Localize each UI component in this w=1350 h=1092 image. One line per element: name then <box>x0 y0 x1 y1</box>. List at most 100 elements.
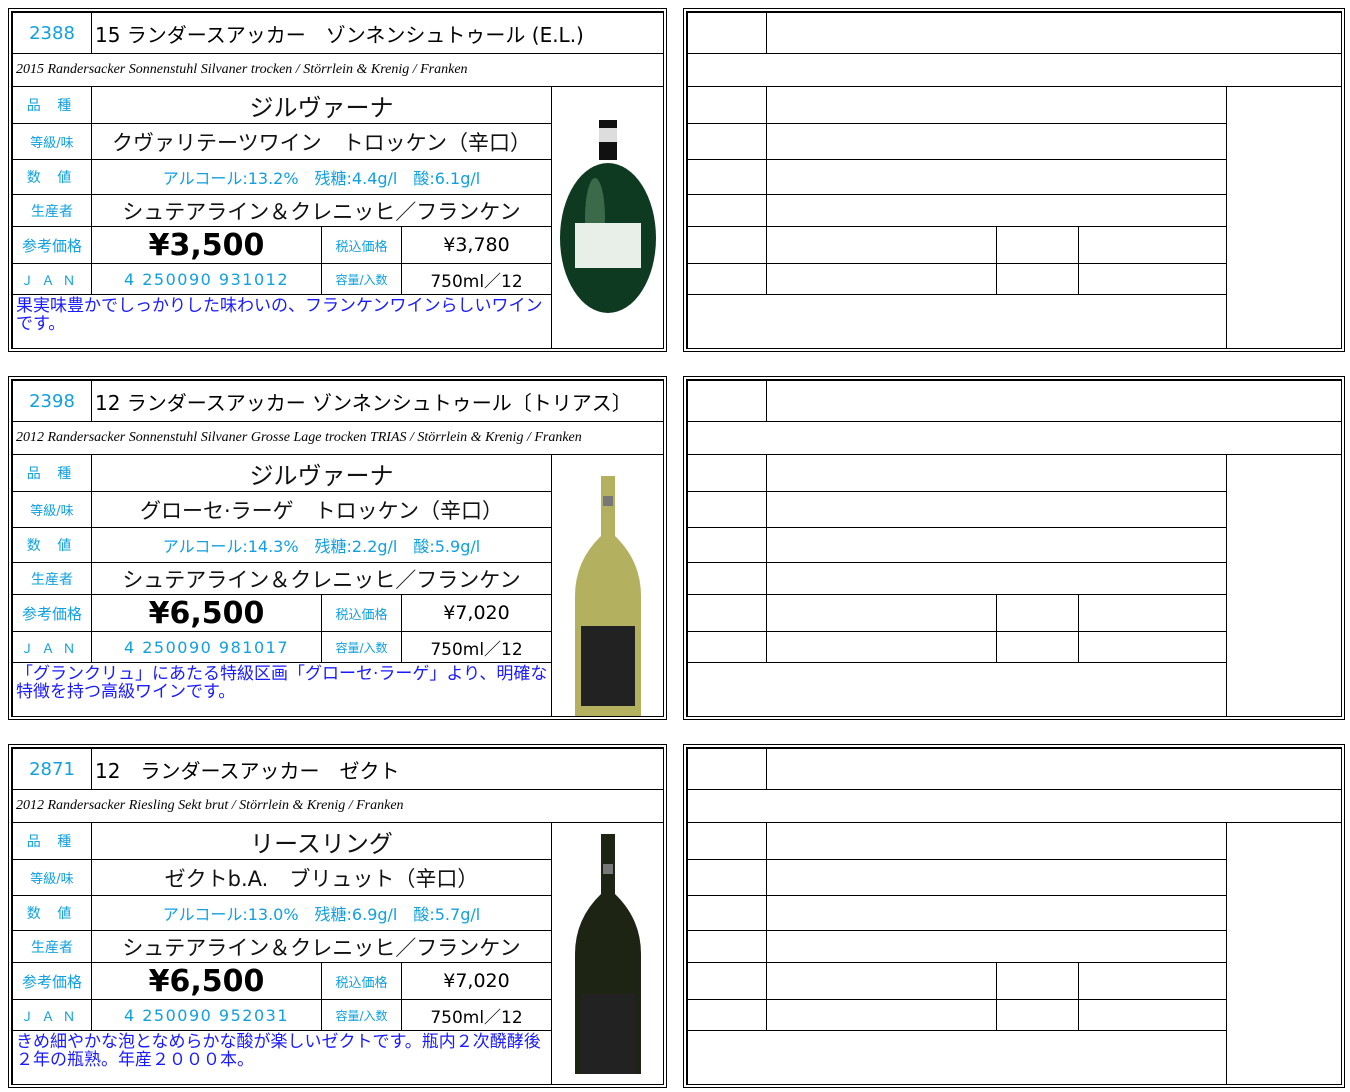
row-label: 生産者 <box>12 930 92 963</box>
price: ¥3,500 <box>91 226 322 264</box>
row-value: グローセ·ラーゲ トロッケン（辛口） <box>91 491 552 528</box>
blank-cell <box>766 226 997 264</box>
blank-cell <box>687 962 767 1000</box>
blank-cell <box>766 159 1227 195</box>
row-label: 品 種 <box>12 86 92 124</box>
blank-cell <box>766 527 1227 563</box>
tax-label: 税込価格 <box>321 962 402 1000</box>
jan: 4 250090 981017 <box>91 631 322 663</box>
blank-cell <box>1078 594 1227 632</box>
blank-cell <box>687 86 767 124</box>
blank-cell <box>1078 263 1227 295</box>
blank-cell <box>687 491 767 528</box>
jan-label: ＪＡＮ <box>12 631 92 663</box>
bottle <box>559 119 656 313</box>
bottle-image <box>551 86 664 349</box>
blank-cell <box>687 294 1227 349</box>
blank-cell <box>1078 962 1227 1000</box>
blank-card <box>683 376 1345 720</box>
row-value: アルコール:14.3% 残糖:2.2g/l 酸:5.9g/l <box>91 527 552 563</box>
row-value: ジルヴァーナ <box>91 86 552 124</box>
blank-cell <box>1078 631 1227 663</box>
blank-cell <box>687 53 1342 87</box>
blank-cell <box>687 123 767 160</box>
row-value: ジルヴァーナ <box>91 454 552 492</box>
bottle <box>574 833 641 1074</box>
volume: 750ml／12 <box>401 263 552 295</box>
row-value: クヴァリテーツワイン トロッケン（辛口） <box>91 123 552 160</box>
jan: 4 250090 952031 <box>91 999 322 1031</box>
blank-cell <box>687 822 767 860</box>
blank-cell <box>766 895 1227 931</box>
price-label: 参考価格 <box>12 226 92 264</box>
blank-cell <box>687 454 767 492</box>
row-label: 生産者 <box>12 562 92 595</box>
name: 12 ランダースアッカー ゾンネンシュトゥール〔トリアス〕 <box>91 380 664 422</box>
bottle-image <box>551 454 664 717</box>
wine-card: 2871 12 ランダースアッカー ゼクト 2012 Randersacker Ri… <box>8 744 667 1088</box>
description: 果実味豊かでしっかりした味わいの、フランケンワインらしいワインです。 <box>12 294 552 349</box>
row-value: シュテアライン＆クレニッヒ／フランケン <box>91 562 552 595</box>
blank-cell <box>687 999 767 1031</box>
blank-cell <box>996 631 1079 663</box>
volume: 750ml／12 <box>401 631 552 663</box>
blank-cell <box>1078 226 1227 264</box>
jan-label: ＪＡＮ <box>12 999 92 1031</box>
price-label: 参考価格 <box>12 594 92 632</box>
wine-card: 2388 15 ランダースアッカー ゾンネンシュトゥール (E.L.) 2015 R… <box>8 8 667 352</box>
blank-cell <box>687 263 767 295</box>
blank-cell <box>996 226 1079 264</box>
blank-cell <box>687 12 767 54</box>
jan: 4 250090 931012 <box>91 263 322 295</box>
row-label: 数 値 <box>12 527 92 563</box>
tax-price: ¥3,780 <box>401 226 552 264</box>
price: ¥6,500 <box>91 962 322 1000</box>
blank-cell <box>766 194 1227 227</box>
blank-cell <box>766 380 1342 422</box>
wine-card: 2398 12 ランダースアッカー ゾンネンシュトゥール〔トリアス〕 2012 Ra… <box>8 376 667 720</box>
description: 「グランクリュ」にあたる特級区画「グローセ·ラーゲ」より、明確な特徴を持つ高級ワ… <box>12 662 552 717</box>
blank-cell <box>766 491 1227 528</box>
blank-cell <box>766 822 1227 860</box>
row-label: 品 種 <box>12 454 92 492</box>
blank-cell <box>766 86 1227 124</box>
row-value: シュテアライン＆クレニッヒ／フランケン <box>91 930 552 963</box>
code: 2398 <box>12 380 92 422</box>
code: 2388 <box>12 12 92 54</box>
tax-price: ¥7,020 <box>401 962 552 1000</box>
blank-cell <box>687 226 767 264</box>
price-label: 参考価格 <box>12 962 92 1000</box>
blank-cell <box>1078 999 1227 1031</box>
name: 15 ランダースアッカー ゾンネンシュトゥール (E.L.) <box>91 12 664 54</box>
price: ¥6,500 <box>91 594 322 632</box>
blank-cell <box>687 895 767 931</box>
blank-image <box>1226 86 1342 349</box>
row-label: 数 値 <box>12 159 92 195</box>
row-value: アルコール:13.2% 残糖:4.4g/l 酸:6.1g/l <box>91 159 552 195</box>
row-label: 等級/味 <box>12 123 92 160</box>
blank-cell <box>766 594 997 632</box>
blank-cell <box>766 930 1227 963</box>
blank-cell <box>687 748 767 790</box>
volume-label: 容量/入数 <box>321 631 402 663</box>
blank-image <box>1226 454 1342 717</box>
blank-card <box>683 744 1345 1088</box>
blank-cell <box>766 859 1227 896</box>
blank-cell <box>687 527 767 563</box>
bottle <box>574 475 641 716</box>
blank-cell <box>687 421 1342 455</box>
blank-cell <box>766 263 997 295</box>
code: 2871 <box>12 748 92 790</box>
row-label: 等級/味 <box>12 491 92 528</box>
row-value: アルコール:13.0% 残糖:6.9g/l 酸:5.7g/l <box>91 895 552 931</box>
blank-cell <box>996 263 1079 295</box>
blank-cell <box>766 562 1227 595</box>
blank-cell <box>766 999 997 1031</box>
blank-cell <box>766 12 1342 54</box>
description: きめ細やかな泡となめらかな酸が楽しいゼクトです。瓶内２次醗酵後２年の瓶熟。年産２… <box>12 1030 552 1085</box>
blank-cell <box>996 962 1079 1000</box>
blank-cell <box>996 594 1079 632</box>
jan-label: ＪＡＮ <box>12 263 92 295</box>
row-label: 生産者 <box>12 194 92 227</box>
